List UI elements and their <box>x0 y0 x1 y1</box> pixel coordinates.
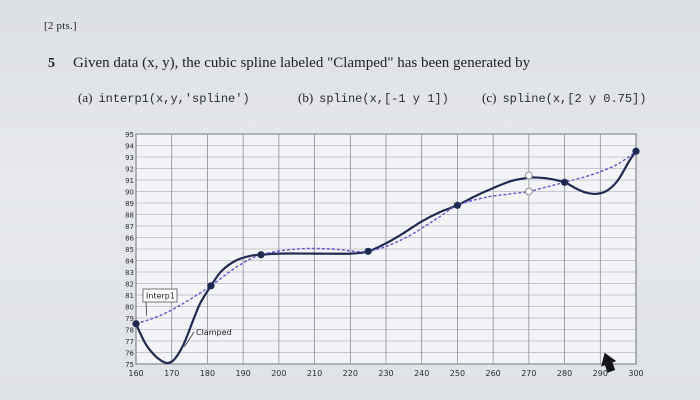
annotation-interp1-label: Interp1 <box>146 292 175 301</box>
option-c-letter: (c) <box>482 90 497 105</box>
option-b-code: spline(x,[-1 y 1]) <box>319 92 449 106</box>
option-b[interactable]: (b) spline(x,[-1 y 1]) <box>298 90 449 106</box>
x-tick-label: 180 <box>200 369 215 378</box>
x-tick-label: 190 <box>236 369 251 378</box>
points-label: [2 pts.] <box>44 20 77 32</box>
x-tick-label: 230 <box>378 369 393 378</box>
y-tick-label: 91 <box>125 177 134 185</box>
data-point <box>207 282 215 290</box>
y-tick-label: 93 <box>125 154 134 162</box>
y-tick-label: 90 <box>125 189 134 197</box>
option-a-letter: (a) <box>78 90 93 105</box>
y-tick-label: 81 <box>125 292 134 300</box>
option-b-letter: (b) <box>298 90 314 105</box>
data-point <box>132 320 140 328</box>
y-tick-label: 89 <box>125 200 134 208</box>
y-tick-label: 78 <box>125 327 134 335</box>
cursor-arrow-icon <box>601 352 617 373</box>
x-tick-label: 220 <box>343 369 358 378</box>
y-tick-label: 77 <box>125 338 134 346</box>
x-tick-label: 280 <box>557 369 572 378</box>
y-tick-label: 85 <box>125 246 134 254</box>
question-prompt: 5 Given data (x, y), the cubic spline la… <box>48 55 530 72</box>
series-interp1-line <box>135 150 637 325</box>
option-c[interactable]: (c) spline(x,[2 y 0.75]) <box>482 90 646 106</box>
y-tick-label: 75 <box>125 361 134 369</box>
y-tick-label: 79 <box>125 315 134 323</box>
option-a[interactable]: (a) interp1(x,y,'spline') <box>78 90 250 106</box>
x-tick-label: 200 <box>271 369 286 378</box>
x-tick-label: 250 <box>450 369 465 378</box>
x-tick-label: 260 <box>486 369 501 378</box>
x-tick-label: 240 <box>414 369 429 378</box>
annotation-clamped-pointer <box>184 331 195 347</box>
hollow-point <box>524 187 533 196</box>
question-number: 5 <box>48 56 55 71</box>
data-point <box>632 147 640 155</box>
question-text: Given data (x, y), the cubic spline labe… <box>73 55 531 71</box>
y-tick-label: 86 <box>125 235 134 243</box>
x-tick-label: 290 <box>593 369 608 378</box>
data-point <box>257 251 265 259</box>
y-tick-label: 82 <box>125 281 134 289</box>
x-tick-label: 270 <box>521 369 536 378</box>
data-point <box>453 201 462 209</box>
annotation-interp1-pointer <box>145 301 148 316</box>
plot-area <box>135 133 637 365</box>
annotation-interp1-box <box>142 288 178 303</box>
y-tick-label: 95 <box>125 131 134 139</box>
option-a-code: interp1(x,y,'spline') <box>98 92 250 106</box>
answer-options: (a) interp1(x,y,'spline') (b) spline(x,[-1… <box>78 90 678 114</box>
y-tick-label: 92 <box>125 166 134 174</box>
x-tick-label: 210 <box>307 369 322 378</box>
annotation-clamped-label: Clamped <box>196 328 232 337</box>
y-tick-label: 88 <box>125 212 134 220</box>
data-point <box>560 178 569 186</box>
y-tick-label: 76 <box>125 350 134 358</box>
y-tick-label: 94 <box>125 143 134 151</box>
y-tick-label: 83 <box>125 269 134 277</box>
x-tick-label: 170 <box>164 369 179 378</box>
option-c-code: spline(x,[2 y 0.75]) <box>502 92 647 106</box>
x-tick-label: 160 <box>128 369 143 378</box>
y-tick-label: 80 <box>125 304 134 312</box>
y-tick-label: 84 <box>125 258 134 266</box>
data-point <box>364 247 372 255</box>
x-tick-label: 300 <box>628 369 643 378</box>
series-clamped-line <box>135 150 637 365</box>
hollow-point <box>524 171 533 180</box>
y-tick-label: 87 <box>125 223 134 231</box>
